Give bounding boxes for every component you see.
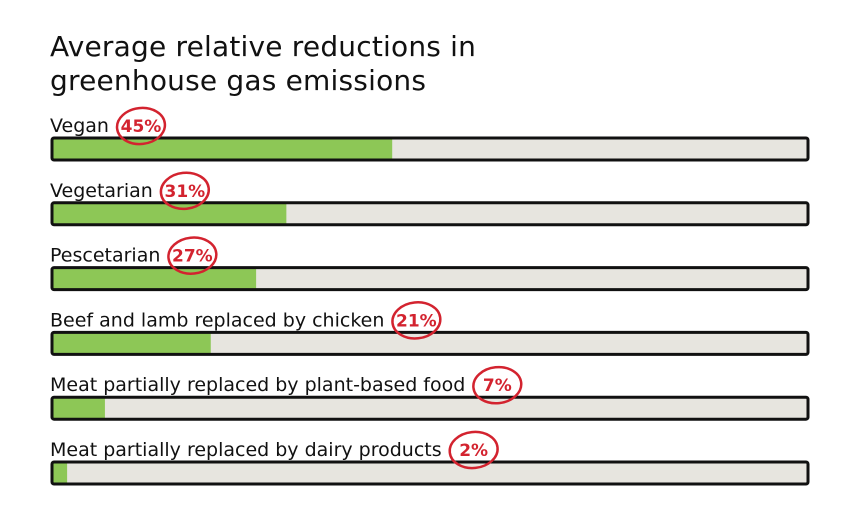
bar-outline	[50, 266, 810, 292]
value-label: 2%	[459, 441, 488, 461]
value-label: 7%	[483, 376, 512, 396]
bar-outline	[50, 136, 810, 162]
value-circle	[167, 236, 218, 275]
category-label: Pescetarian	[50, 245, 160, 267]
value-circle	[448, 430, 499, 470]
bar	[52, 332, 211, 355]
bar	[52, 397, 105, 420]
bar	[52, 202, 287, 225]
value-label: 31%	[164, 182, 205, 202]
value-circle	[391, 301, 442, 340]
bar-outline	[50, 330, 810, 356]
bar	[52, 267, 257, 290]
value-circle	[115, 106, 167, 146]
bar-track	[52, 397, 808, 420]
bar	[52, 138, 393, 160]
bar-track	[52, 462, 808, 484]
category-label: Meat partially replaced by dairy product…	[50, 439, 442, 461]
category-label: Beef and lamb replaced by chicken	[50, 309, 384, 331]
bar-track	[52, 332, 808, 355]
category-label: Vegan	[50, 115, 109, 137]
category-label: Vegetarian	[50, 180, 153, 202]
category-label: Meat partially replaced by plant-based f…	[50, 374, 465, 396]
value-circle	[472, 365, 523, 405]
value-label: 27%	[172, 247, 213, 267]
value-label: 21%	[396, 311, 437, 331]
bar	[52, 462, 68, 484]
value-circle	[159, 171, 211, 211]
bar-outline	[50, 201, 810, 227]
bar-outline	[50, 395, 810, 421]
bar-outline	[50, 460, 810, 486]
value-label: 45%	[121, 117, 162, 137]
chart-title: Average relative reductions in greenhous…	[50, 30, 477, 97]
